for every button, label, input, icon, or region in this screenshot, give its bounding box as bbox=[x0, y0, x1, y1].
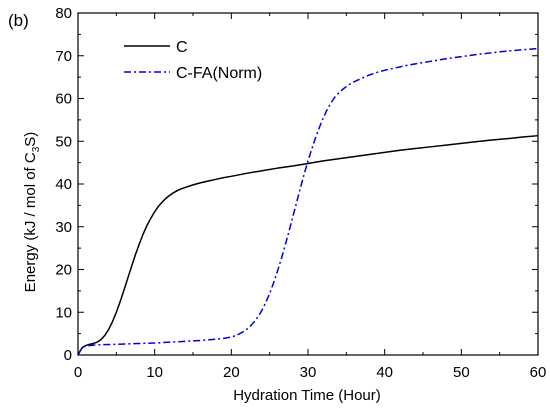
y-tick-label: 70 bbox=[55, 48, 72, 65]
y-axis-title-end: ) bbox=[22, 132, 39, 137]
plot-frame bbox=[77, 12, 539, 356]
y-tick-label: 20 bbox=[55, 262, 72, 279]
y-tick-label: 50 bbox=[55, 133, 72, 150]
y-axis-title: Energy (kJ / mol of C3S) bbox=[22, 132, 42, 293]
legend-label-c: C bbox=[176, 39, 188, 56]
y-axis-title-subscript: 3 bbox=[31, 146, 42, 152]
x-tick-label: 10 bbox=[146, 364, 163, 381]
x-tick-label: 50 bbox=[453, 364, 470, 381]
y-tick-label: 30 bbox=[55, 219, 72, 236]
x-tick-label: 0 bbox=[74, 364, 82, 381]
y-tick-label: 0 bbox=[64, 347, 72, 364]
y-axis-title-s: S bbox=[22, 137, 39, 147]
panel-label: (b) bbox=[8, 11, 29, 30]
series-line-c-fa-norm bbox=[77, 47, 539, 356]
legend-label-cfa: C-FA(Norm) bbox=[176, 65, 262, 82]
series-layer bbox=[77, 47, 539, 356]
y-axis-title-main: Energy (kJ / mol of C bbox=[22, 152, 39, 292]
legend: C C-FA(Norm) bbox=[124, 39, 262, 82]
tick-labels: 0 10 20 30 40 50 60 0 10 20 30 40 50 60 70 80 bbox=[55, 5, 546, 381]
x-tick-label: 30 bbox=[300, 364, 317, 381]
x-axis-title: Hydration Time (Hour) bbox=[233, 387, 381, 404]
x-tick-label: 60 bbox=[530, 364, 547, 381]
y-tick-label: 10 bbox=[55, 304, 72, 321]
series-line-c bbox=[77, 134, 539, 356]
y-tick-label: 80 bbox=[55, 5, 72, 22]
x-tick-label: 20 bbox=[223, 364, 240, 381]
y-tick-label: 60 bbox=[55, 91, 72, 108]
y-tick-label: 40 bbox=[55, 176, 72, 193]
x-tick-label: 40 bbox=[376, 364, 393, 381]
